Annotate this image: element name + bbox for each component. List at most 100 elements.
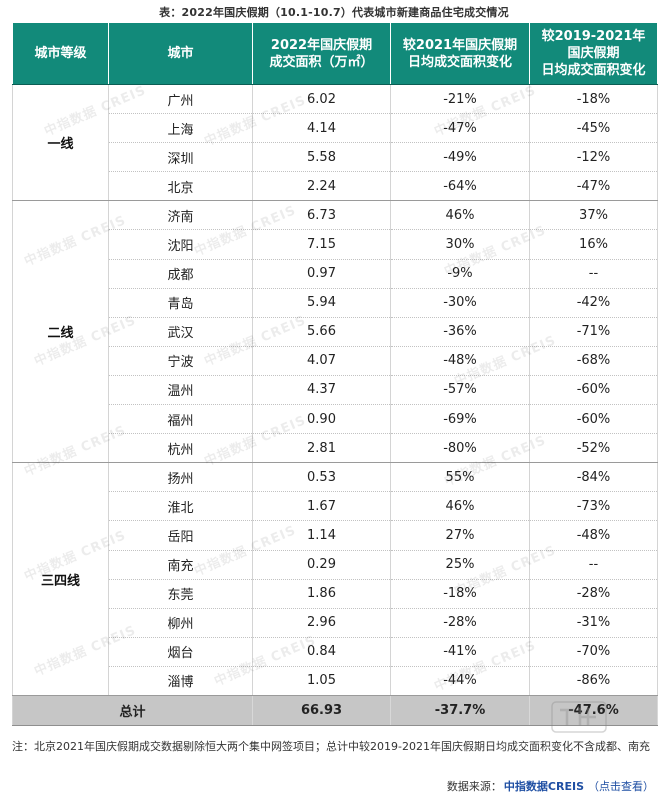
table-row: 福州 0.90 -69% -60% xyxy=(13,404,658,435)
city-cell: 成都 xyxy=(108,259,253,289)
total-vs2019: -47.6% xyxy=(529,694,658,726)
vs2021-cell: 55% xyxy=(390,462,530,493)
area-cell: 2.24 xyxy=(252,171,391,202)
table-body: 一线 广州 6.02 -21% -18% 上海 4.14 -47% -45% 深圳 5.58 -49%… xyxy=(12,84,658,726)
table-row: 东莞 1.86 -18% -28% xyxy=(13,579,658,609)
area-cell: 7.15 xyxy=(252,229,391,260)
vs2019-cell: -12% xyxy=(529,142,658,173)
header-vs2021: 较2021年国庆假期 日均成交面积变化 xyxy=(390,22,530,85)
area-cell: 5.58 xyxy=(252,142,391,173)
vs2019-cell: -47% xyxy=(529,171,658,202)
vs2021-cell: -80% xyxy=(390,433,530,464)
table-row: 青岛 5.94 -30% -42% xyxy=(13,288,658,318)
vs2019-cell: -48% xyxy=(529,520,658,551)
vs2021-cell: -64% xyxy=(390,171,530,202)
vs2019-cell: -68% xyxy=(529,346,658,376)
city-cell: 烟台 xyxy=(108,637,253,667)
table-row: 温州 4.37 -57% -60% xyxy=(13,375,658,406)
vs2021-cell: -9% xyxy=(390,259,530,289)
table-row: 淄博 1.05 -44% -86% xyxy=(13,666,658,696)
vs2019-cell: -70% xyxy=(529,637,658,667)
table-row: 宁波 4.07 -48% -68% xyxy=(13,346,658,376)
city-cell: 扬州 xyxy=(108,462,253,493)
vs2021-cell: 30% xyxy=(390,229,530,260)
area-cell: 0.84 xyxy=(252,637,391,667)
vs2021-cell: -48% xyxy=(390,346,530,376)
city-cell: 宁波 xyxy=(108,346,253,376)
area-cell: 0.29 xyxy=(252,550,391,580)
vs2019-cell: 37% xyxy=(529,200,658,231)
vs2019-cell: -86% xyxy=(529,666,658,696)
vs2021-cell: -28% xyxy=(390,608,530,638)
source-prefix: 数据来源： xyxy=(446,780,502,793)
header-tier: 城市等级 xyxy=(12,22,109,85)
area-cell: 5.94 xyxy=(252,288,391,318)
table-caption: 表：2022年国庆假期（10.1-10.7）代表城市新建商品住宅成交情况 xyxy=(159,6,509,19)
city-cell: 南充 xyxy=(108,550,253,580)
area-cell: 4.07 xyxy=(252,346,391,376)
table-row: 淮北 1.67 46% -73% xyxy=(13,491,658,522)
footnote: 注：北京2021年国庆假期成交数据剔除恒大两个集中网签项目；总计中较2019-2… xyxy=(12,740,650,753)
area-cell: 4.14 xyxy=(252,113,391,144)
tier-cell: 三四线 xyxy=(12,462,109,696)
city-cell: 广州 xyxy=(108,84,253,115)
data-source: 数据来源： 中指数据CREIS （点击查看） xyxy=(447,778,654,794)
city-cell: 济南 xyxy=(108,200,253,231)
vs2021-cell: -49% xyxy=(390,142,530,173)
city-cell: 沈阳 xyxy=(108,229,253,260)
area-cell: 1.05 xyxy=(252,666,391,696)
vs2021-cell: -44% xyxy=(390,666,530,696)
vs2021-cell: -47% xyxy=(390,113,530,144)
tier-cell: 一线 xyxy=(12,84,109,202)
vs2019-cell: -84% xyxy=(529,462,658,493)
table-row: 成都 0.97 -9% -- xyxy=(13,259,658,289)
total-vs2021: -37.7% xyxy=(390,694,530,726)
vs2019-cell: 16% xyxy=(529,229,658,260)
header-vs2019: 较2019-2021年 国庆假期 日均成交面积变化 xyxy=(529,22,658,85)
vs2021-cell: -21% xyxy=(390,84,530,115)
city-cell: 岳阳 xyxy=(108,520,253,551)
vs2019-cell: -60% xyxy=(529,404,658,435)
area-cell: 0.90 xyxy=(252,404,391,435)
tier-cell: 二线 xyxy=(12,200,109,464)
table-row: 北京 2.24 -64% -47% xyxy=(13,171,658,202)
vs2019-cell: -28% xyxy=(529,579,658,609)
vs2021-cell: -41% xyxy=(390,637,530,667)
area-cell: 0.53 xyxy=(252,462,391,493)
vs2019-cell: -71% xyxy=(529,317,658,347)
city-cell: 柳州 xyxy=(108,608,253,638)
vs2021-cell: -36% xyxy=(390,317,530,347)
area-cell: 6.73 xyxy=(252,200,391,231)
table-row: 武汉 5.66 -36% -71% xyxy=(13,317,658,347)
area-cell: 2.81 xyxy=(252,433,391,464)
city-cell: 东莞 xyxy=(108,579,253,609)
source-brand: 中指数据CREIS xyxy=(503,780,584,793)
area-cell: 1.86 xyxy=(252,579,391,609)
vs2021-cell: 27% xyxy=(390,520,530,551)
city-cell: 淮北 xyxy=(108,491,253,522)
vs2019-cell: -18% xyxy=(529,84,658,115)
table-row: 沈阳 7.15 30% 16% xyxy=(13,229,658,260)
city-cell: 北京 xyxy=(108,171,253,202)
area-cell: 5.66 xyxy=(252,317,391,347)
vs2021-cell: -57% xyxy=(390,375,530,406)
city-cell: 福州 xyxy=(108,404,253,435)
table-row: 二线 济南 6.73 46% 37% xyxy=(12,200,658,464)
total-area: 66.93 xyxy=(252,694,391,726)
area-cell: 2.96 xyxy=(252,608,391,638)
vs2021-cell: 25% xyxy=(390,550,530,580)
city-cell: 温州 xyxy=(108,375,253,406)
table-row: 南充 0.29 25% -- xyxy=(13,550,658,580)
vs2021-cell: 46% xyxy=(390,200,530,231)
total-label: 总计 xyxy=(12,694,253,726)
table-row: 杭州 2.81 -80% -52% xyxy=(13,433,658,464)
area-cell: 6.02 xyxy=(252,84,391,115)
area-cell: 4.37 xyxy=(252,375,391,406)
area-cell: 0.97 xyxy=(252,259,391,289)
vs2019-cell: -42% xyxy=(529,288,658,318)
source-link[interactable]: （点击查看） xyxy=(588,780,654,793)
header-city: 城市 xyxy=(108,22,253,85)
vs2019-cell: -45% xyxy=(529,113,658,144)
area-cell: 1.14 xyxy=(252,520,391,551)
city-cell: 青岛 xyxy=(108,288,253,318)
